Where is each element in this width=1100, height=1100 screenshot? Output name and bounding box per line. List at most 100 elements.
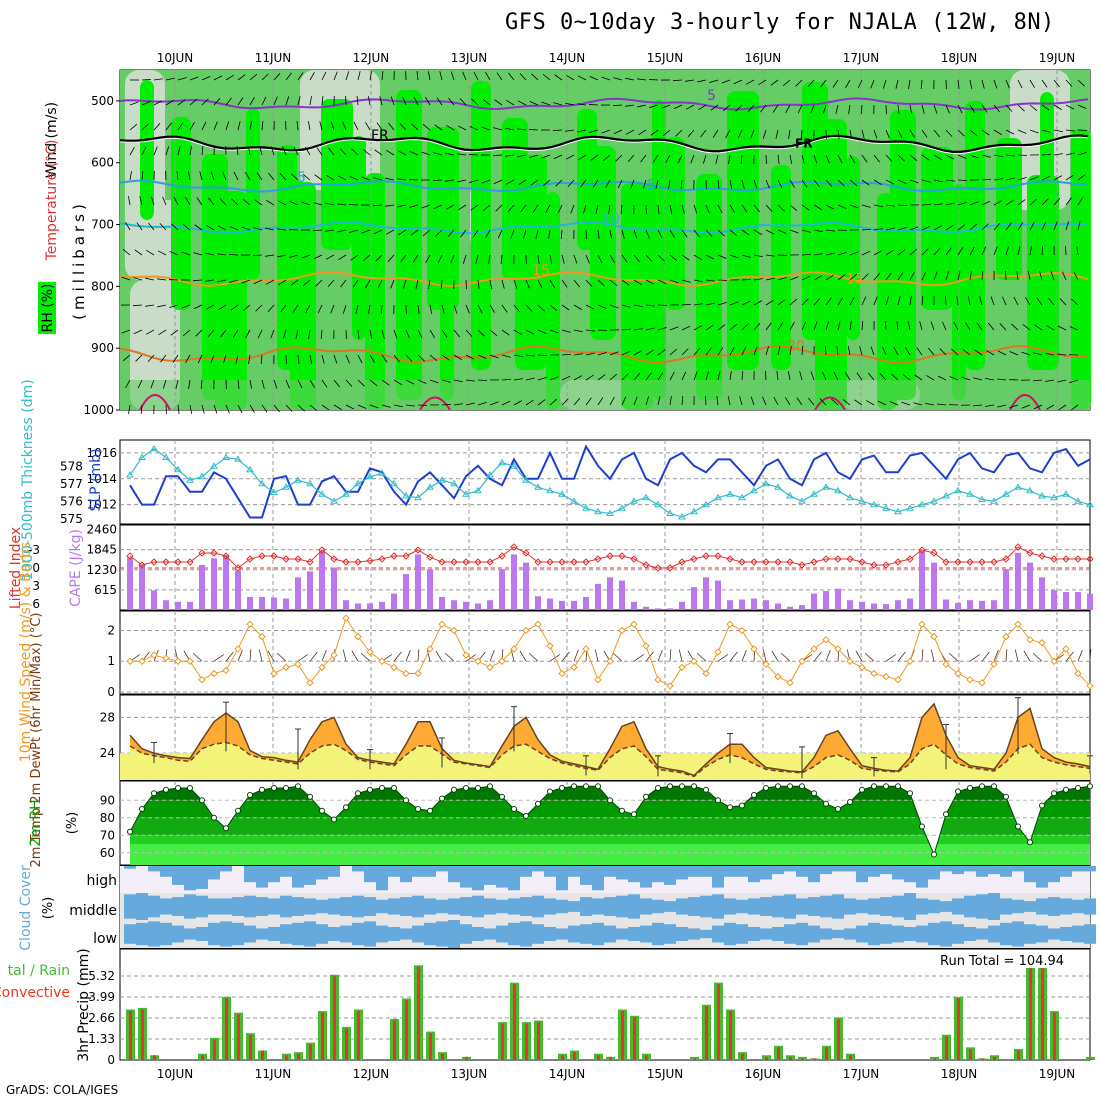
wind-barb (530, 179, 539, 186)
thickness-ytick-576: 576 (60, 494, 83, 508)
cloud-low-bar (136, 922, 148, 946)
wind-barb (945, 129, 953, 137)
wind-barb (657, 326, 667, 331)
cloud-low-bar (340, 925, 352, 943)
thickness-point (498, 458, 506, 466)
cloud-middle-bar (772, 895, 784, 918)
wind-barb (813, 154, 818, 164)
wind-barb (513, 400, 523, 406)
wind-barb (776, 371, 779, 381)
cloud-middle-bar (220, 898, 232, 915)
wind-barb (993, 129, 1002, 135)
wind-barb (342, 121, 347, 131)
wind-barb (159, 223, 167, 231)
precip-conv-bar (693, 1058, 696, 1060)
wind-barb (1062, 271, 1067, 281)
wind-barb (256, 172, 263, 181)
lifted-point (1086, 555, 1094, 563)
wind-barb (296, 121, 299, 131)
wind10m-point (174, 657, 182, 665)
lifted-point (978, 558, 986, 566)
wind-barb (160, 354, 167, 363)
wind-barb (1046, 325, 1055, 331)
cape-bar (1015, 552, 1021, 610)
wind-barb (417, 329, 423, 339)
cloud-high-bar (1060, 866, 1072, 877)
cloud-high-bar (1084, 866, 1096, 872)
wind-barb (765, 179, 770, 189)
contour-magenta-3 (1009, 394, 1041, 411)
wind-barb (356, 96, 359, 106)
wind-barb (545, 204, 551, 214)
wind-barb (741, 179, 745, 189)
wind-barb (835, 104, 839, 114)
wind-barb (314, 174, 323, 181)
rh2m-point (823, 800, 829, 807)
cloud-high-bar (664, 866, 676, 885)
wind-barb (445, 179, 455, 182)
wind-barb (801, 321, 807, 331)
wind-barb (1029, 79, 1035, 88)
wind-barb (362, 254, 371, 262)
wind-barb (993, 79, 998, 89)
cloud-low-bar (592, 922, 604, 946)
cape-bar (775, 603, 781, 610)
thickness-point (918, 500, 926, 508)
wind-barb (861, 154, 868, 163)
wind10m-point (474, 657, 482, 665)
wind10m-barb (405, 649, 411, 662)
wind10m-point (1086, 682, 1094, 690)
wind-barb (217, 279, 227, 283)
cloud-low-bar (724, 922, 736, 946)
wind-barb (1013, 296, 1019, 306)
wind-barb (856, 372, 863, 381)
cloud-middle-bar (160, 898, 172, 915)
wind-barb (381, 329, 385, 339)
wind-barb (133, 329, 143, 335)
wind-barb (528, 129, 539, 131)
wind-barb (930, 321, 935, 331)
wind-barb (242, 198, 251, 206)
wind-barb (645, 279, 655, 285)
lifted-point (246, 555, 254, 563)
wind-barb (873, 179, 882, 185)
wind-barb (873, 129, 878, 139)
wind-barb (1077, 79, 1085, 87)
date-label-bottom-13JUN: 13JUN (451, 1067, 488, 1081)
thickness-point (594, 507, 602, 515)
cloud-low-bar (820, 928, 832, 940)
wind-barb (573, 397, 581, 406)
wind-barb (882, 346, 887, 356)
wind-barb (1065, 104, 1075, 110)
wind-barb (494, 99, 503, 106)
thickness-point (1050, 493, 1058, 501)
wind-barb (693, 254, 702, 260)
wind-barb (1053, 197, 1061, 206)
wind-barb (201, 75, 211, 81)
wind-barb (315, 279, 323, 287)
precip-conv-bar (837, 1018, 840, 1060)
cape-bar (319, 551, 325, 610)
cloud-high-bar (592, 866, 604, 891)
contour-label-1: FR (371, 128, 389, 144)
wind-barb (213, 404, 218, 414)
wind-barb (537, 304, 545, 312)
wind-barb (390, 279, 395, 289)
wind-barb (885, 249, 894, 256)
wind-barb (222, 171, 227, 181)
lifted-point (870, 561, 878, 569)
wind10m-point (378, 657, 386, 665)
wind-barb (909, 296, 912, 306)
wind-barb (945, 154, 955, 160)
rh-field-bright-13 (471, 81, 491, 370)
wind-barb (553, 102, 563, 106)
wind-barb (741, 323, 749, 331)
thickness-point (198, 472, 206, 480)
wind-barb (1057, 379, 1067, 383)
wind-barb (242, 304, 251, 312)
wind-barb (633, 350, 643, 356)
wind10m-barb (741, 649, 747, 662)
wind-barb (561, 329, 571, 333)
wind-barb (956, 296, 959, 306)
wind-barb (993, 200, 1003, 206)
